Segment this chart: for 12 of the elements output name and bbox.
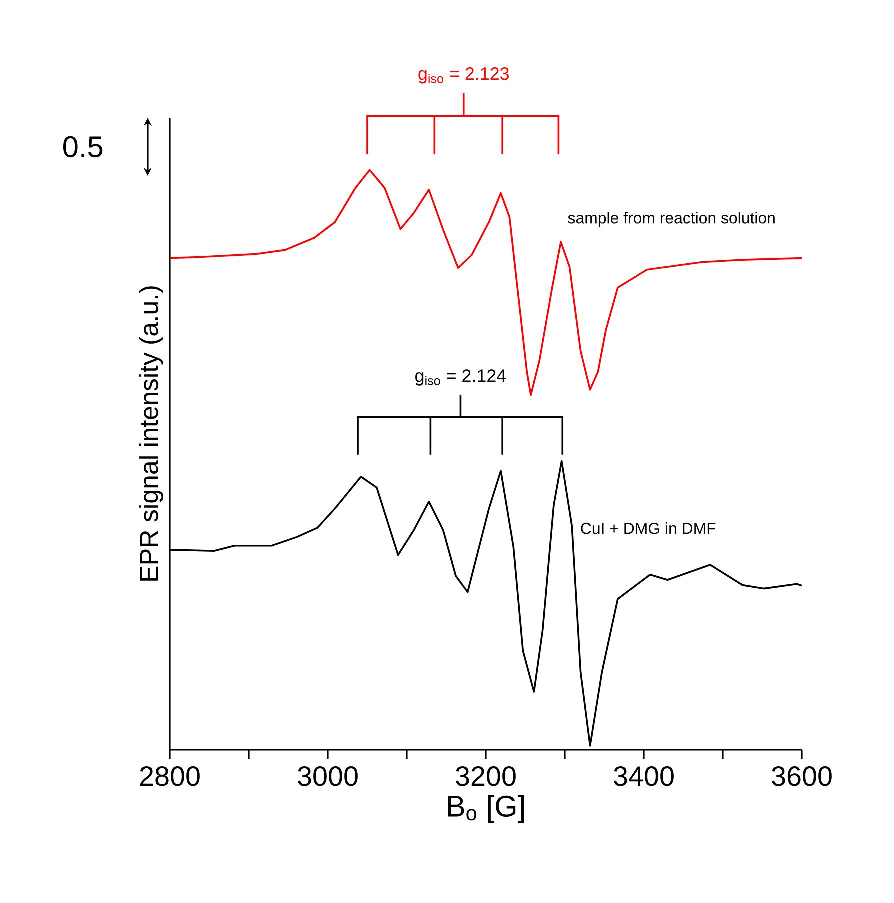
series-label: sample from reaction solution (568, 212, 775, 227)
x-tick-label: 3600 (772, 766, 832, 786)
annotation: g$_{iso}$ = 2.124 (416, 370, 506, 386)
x-axis-title: B$_{o}$ [G] (448, 795, 524, 823)
series-label: CuI + DMG in DMF (581, 522, 716, 534)
text: g$_{iso}$ = 2.123 (418, 67, 509, 84)
x-tick-label: 2800 (140, 766, 200, 786)
x-tick-label: 3200 (456, 766, 516, 786)
x-tick-label: 3400 (614, 766, 674, 786)
text: 0.5 (63, 136, 103, 158)
x-tick-label: 3000 (298, 766, 358, 786)
y-axis-title: EPR signal intensity (a.u.) (139, 286, 164, 581)
